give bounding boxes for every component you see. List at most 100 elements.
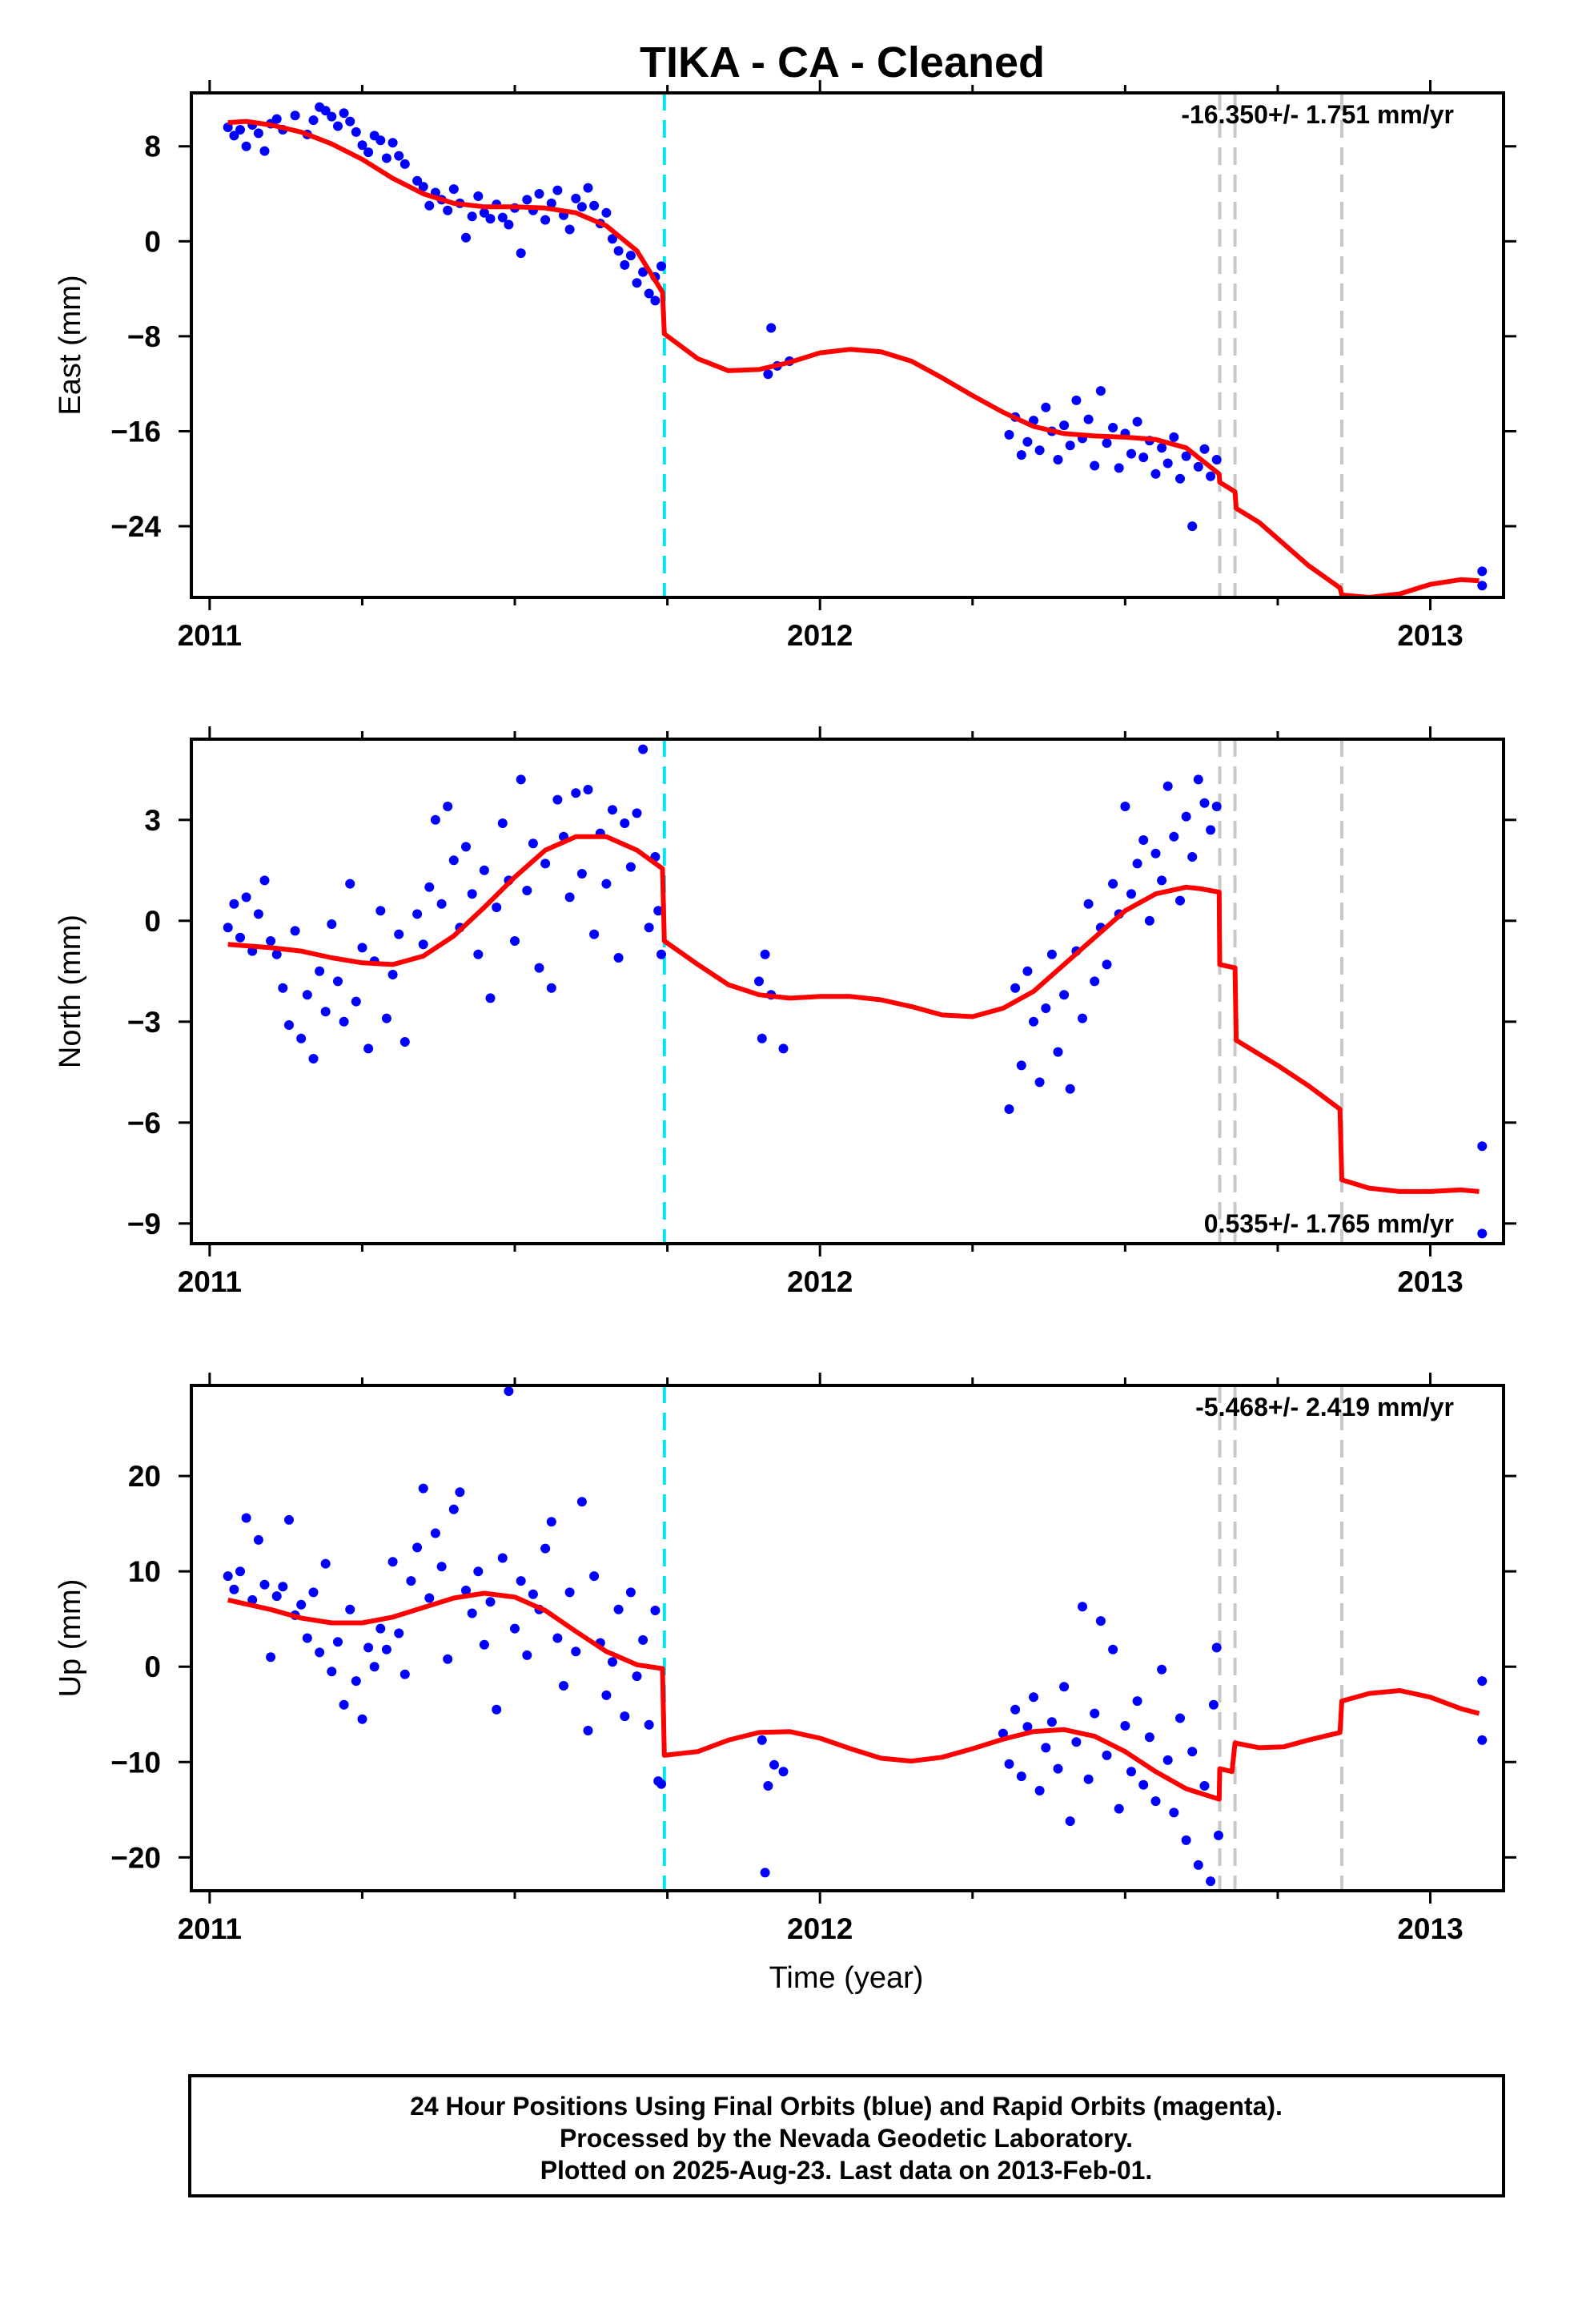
east-data-point: [1034, 445, 1045, 456]
east-data-point: [1132, 416, 1142, 427]
up-data-point: [357, 1714, 367, 1724]
up-data-point: [760, 1868, 770, 1878]
north-data-point: [357, 943, 367, 953]
east-data-point: [546, 198, 556, 208]
up-data-point: [620, 1711, 630, 1722]
up-data-point: [559, 1681, 568, 1691]
north-data-point: [1132, 858, 1142, 869]
east-points: [223, 102, 1488, 591]
north-data-point: [400, 1037, 410, 1047]
east-data-point: [363, 147, 374, 158]
north-data-point: [1034, 1077, 1045, 1088]
north-plot-frame: [190, 738, 1505, 1245]
up-data-point: [1169, 1807, 1179, 1818]
east-data-point: [387, 138, 398, 148]
east-x-tick-label: 2013: [1397, 619, 1463, 652]
up-data-point: [650, 1606, 661, 1615]
north-data-point: [552, 794, 563, 805]
east-data-point: [1157, 443, 1167, 453]
north-data-point: [424, 882, 435, 892]
up-data-point: [443, 1654, 453, 1664]
up-data-point: [769, 1759, 779, 1770]
up-panel: 2011 2012 2013 20 10 0 −10 −20 Up (mm) -5.468+/- …: [54, 1373, 1516, 1945]
east-data-point: [1193, 461, 1203, 472]
up-data-point: [1059, 1682, 1070, 1692]
east-data-point: [253, 128, 263, 139]
north-data-point: [253, 909, 263, 919]
up-data-point: [1138, 1779, 1149, 1790]
east-data-point: [1114, 463, 1124, 473]
up-data-point: [492, 1704, 502, 1715]
east-data-point: [650, 296, 661, 306]
north-data-point: [308, 1054, 319, 1063]
up-data-point: [1477, 1735, 1488, 1745]
up-data-point: [552, 1633, 563, 1643]
north-data-point: [528, 838, 538, 849]
up-data-point: [241, 1513, 251, 1523]
east-data-point: [638, 267, 648, 277]
up-y-axis-label: Up (mm): [54, 1579, 87, 1698]
east-data-point: [333, 121, 343, 131]
up-plot-frame: [190, 1384, 1505, 1892]
east-data-point: [1477, 581, 1488, 591]
north-data-point: [290, 926, 300, 936]
north-data-point: [608, 805, 617, 815]
up-data-point: [436, 1562, 447, 1572]
north-x-tick-label: 2013: [1397, 1265, 1463, 1298]
up-data-point: [430, 1528, 440, 1538]
east-data-point: [412, 175, 423, 186]
north-data-point: [589, 929, 600, 939]
north-x-tick-label: 2012: [787, 1265, 853, 1298]
east-data-point: [601, 207, 612, 218]
north-data-point: [436, 899, 447, 909]
north-data-point: [601, 879, 612, 889]
north-data-point: [1138, 835, 1149, 845]
north-data-point: [516, 774, 526, 785]
north-model-curve: [227, 834, 1480, 1194]
east-data-point: [766, 323, 777, 333]
north-data-point: [467, 889, 477, 899]
east-data-point: [1090, 460, 1100, 471]
east-data-point: [290, 111, 300, 121]
up-data-point: [763, 1781, 773, 1791]
east-data-point: [1477, 566, 1488, 577]
up-data-point: [467, 1608, 477, 1618]
north-data-point: [656, 949, 666, 959]
up-data-point: [1029, 1692, 1038, 1703]
up-data-point: [333, 1637, 343, 1647]
east-data-point: [400, 159, 410, 169]
north-data-point: [1022, 966, 1033, 976]
east-data-point: [1083, 414, 1094, 424]
east-data-point: [467, 211, 477, 222]
north-y-tick-label: −3: [127, 1006, 161, 1039]
east-data-point: [644, 288, 654, 299]
east-data-point: [656, 261, 666, 271]
north-data-point: [1120, 802, 1130, 811]
east-data-point: [381, 153, 391, 163]
up-data-point: [1206, 1876, 1216, 1887]
east-data-point: [1175, 473, 1185, 484]
east-data-point: [320, 106, 331, 116]
east-data-point: [632, 278, 642, 288]
up-data-point: [540, 1543, 551, 1554]
east-data-point: [1162, 458, 1173, 468]
north-data-point: [1078, 1013, 1087, 1023]
north-data-point: [381, 1013, 391, 1023]
east-data-point: [271, 114, 282, 124]
north-data-point: [229, 899, 239, 909]
east-data-point: [375, 135, 386, 146]
up-data-point: [387, 1557, 398, 1567]
up-data-point: [1034, 1786, 1045, 1795]
up-data-point: [448, 1504, 459, 1514]
up-data-point: [608, 1657, 617, 1667]
north-data-point: [757, 1033, 767, 1043]
north-data-point: [653, 906, 664, 916]
east-data-point: [1022, 436, 1033, 447]
up-data-point: [504, 1386, 514, 1397]
up-data-point: [259, 1579, 270, 1590]
north-rate-label: 0.535+/- 1.765 mm/yr: [1204, 1209, 1454, 1238]
footer-line-3: Plotted on 2025-Aug-23. Last data on 201…: [540, 2156, 1153, 2185]
up-data-point: [638, 1634, 648, 1645]
up-x-tick-label: 2011: [178, 1912, 242, 1945]
